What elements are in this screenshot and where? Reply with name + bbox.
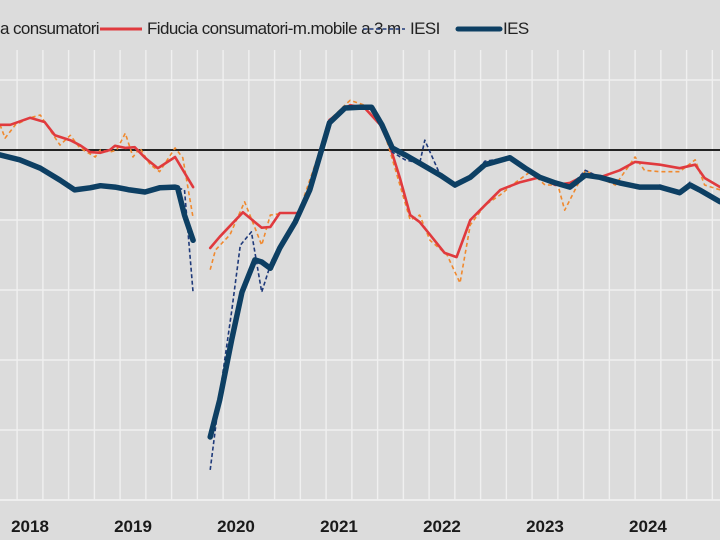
x-tick-label: 2024 <box>629 517 667 536</box>
series-3 <box>0 104 720 440</box>
grid <box>0 50 720 501</box>
legend-item-consumer-confidence: a consumatori <box>0 19 100 38</box>
x-tick-label: 2018 <box>11 517 49 536</box>
x-tick-label: 2022 <box>423 517 461 536</box>
series-line <box>0 116 195 189</box>
series-line <box>209 99 720 284</box>
legend-label: a consumatori <box>0 19 99 38</box>
x-tick-label: 2021 <box>320 517 358 536</box>
legend-item-iesi-ma: IES <box>455 19 529 38</box>
series-0 <box>0 99 720 284</box>
series-line <box>0 154 194 293</box>
legend-label: IES <box>503 19 529 38</box>
legend-label: Fiducia consumatori-m.mobile a 3 m <box>147 19 401 38</box>
legend: a consumatori Fiducia consumatori-m.mobi… <box>0 19 529 38</box>
series-line <box>207 104 720 440</box>
series-group <box>0 99 720 471</box>
series-2 <box>0 106 720 471</box>
legend-item-iesi: IESI <box>363 19 440 38</box>
x-axis: 2018 2019 2020 2021 2022 2023 2024 <box>0 499 720 536</box>
x-tick-label: 2019 <box>114 517 152 536</box>
legend-item-consumer-confidence-ma: Fiducia consumatori-m.mobile a 3 m <box>100 19 402 38</box>
x-tick-label: 2023 <box>526 517 564 536</box>
x-tick-label: 2020 <box>217 517 255 536</box>
series-line <box>0 152 196 244</box>
legend-label: IESI <box>410 19 440 38</box>
